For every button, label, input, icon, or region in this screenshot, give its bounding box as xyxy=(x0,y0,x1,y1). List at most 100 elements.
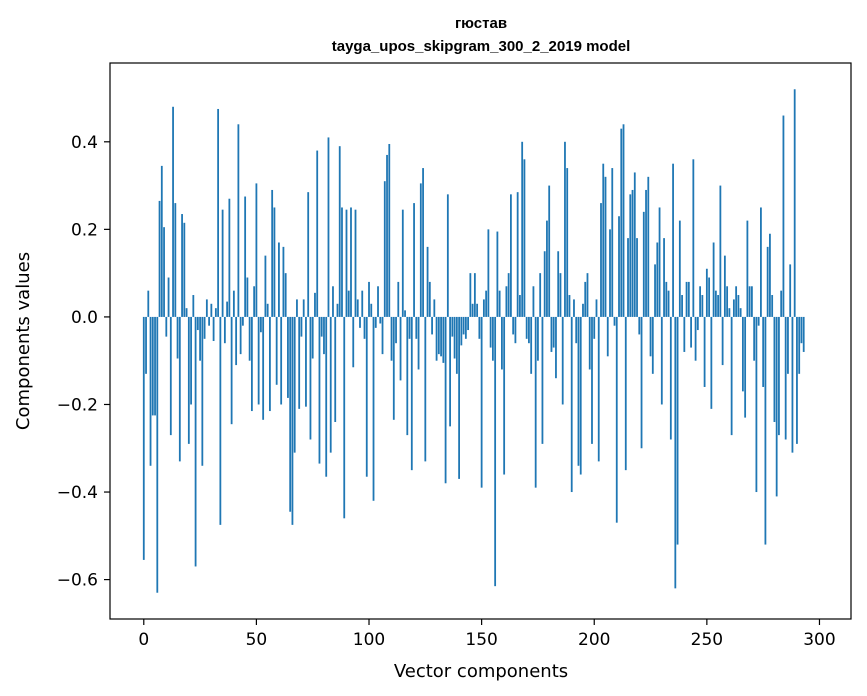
bar-164 xyxy=(512,316,515,335)
bar-223 xyxy=(645,189,647,317)
bar-30 xyxy=(210,303,213,317)
bar-127 xyxy=(428,281,431,317)
bar-40 xyxy=(232,290,235,317)
bar-0 xyxy=(142,316,145,560)
bar-160 xyxy=(503,316,506,475)
bar-254 xyxy=(714,290,717,317)
bar-250 xyxy=(705,268,708,317)
bar-268 xyxy=(746,220,749,317)
bar-100 xyxy=(368,281,370,317)
bar-87 xyxy=(338,146,341,317)
bar-9 xyxy=(163,227,165,317)
bar-207 xyxy=(609,229,611,317)
bar-224 xyxy=(647,176,650,317)
x-tick-label: 250 xyxy=(691,630,723,650)
bar-202 xyxy=(597,316,600,462)
bar-76 xyxy=(314,292,316,317)
bar-210 xyxy=(615,316,618,523)
bar-289 xyxy=(793,89,796,317)
y-tick-label: −0.2 xyxy=(57,395,98,415)
bar-44 xyxy=(241,316,244,326)
bar-86 xyxy=(336,303,339,317)
bar-156 xyxy=(494,316,497,587)
bar-111 xyxy=(392,316,395,420)
bar-258 xyxy=(723,255,726,317)
bar-194 xyxy=(579,316,582,475)
bar-270 xyxy=(751,286,753,317)
bar-124 xyxy=(422,168,424,317)
chart-title-line1: гюстав xyxy=(455,15,507,32)
bar-107 xyxy=(383,181,386,317)
y-tick-label: 0.0 xyxy=(71,308,98,328)
bars-group xyxy=(142,89,805,593)
bar-226 xyxy=(651,316,654,374)
bar-274 xyxy=(760,207,762,317)
bar-261 xyxy=(730,316,733,436)
x-tick-label: 0 xyxy=(138,630,149,650)
bar-34 xyxy=(219,316,222,525)
bar-50 xyxy=(255,183,258,317)
bar-246 xyxy=(696,316,699,331)
bar-248 xyxy=(701,295,704,317)
bar-145 xyxy=(469,273,472,317)
bar-10 xyxy=(165,316,168,337)
bar-119 xyxy=(410,316,413,471)
bar-25 xyxy=(199,316,201,361)
bar-6 xyxy=(156,316,159,593)
bar-104 xyxy=(377,286,379,317)
bar-201 xyxy=(595,299,598,317)
bar-14 xyxy=(174,203,177,317)
y-tick-label: 0.2 xyxy=(71,220,98,240)
bar-157 xyxy=(496,231,499,317)
bar-205 xyxy=(604,176,607,317)
bar-187 xyxy=(564,141,566,317)
bar-77 xyxy=(316,150,319,317)
bar-98 xyxy=(363,316,366,339)
bar-238 xyxy=(678,220,681,317)
bar-137 xyxy=(451,316,454,337)
bar-23 xyxy=(194,316,197,567)
bar-249 xyxy=(703,316,706,387)
bar-220 xyxy=(638,316,641,335)
bar-65 xyxy=(289,316,292,512)
bar-272 xyxy=(755,316,758,493)
bar-57 xyxy=(271,189,274,317)
bar-48 xyxy=(250,316,253,412)
bar-241 xyxy=(685,281,688,317)
bar-15 xyxy=(176,316,179,359)
bar-143 xyxy=(464,316,467,339)
bar-244 xyxy=(692,159,695,317)
bar-108 xyxy=(386,154,388,317)
bar-49 xyxy=(253,286,256,317)
bar-206 xyxy=(606,316,609,357)
bar-2 xyxy=(147,290,150,317)
bar-153 xyxy=(487,229,490,317)
bar-195 xyxy=(582,303,584,317)
bar-259 xyxy=(726,286,729,317)
bar-239 xyxy=(681,295,683,317)
bar-193 xyxy=(577,316,580,466)
bar-267 xyxy=(744,316,747,418)
bar-253 xyxy=(712,242,715,317)
bar-35 xyxy=(221,209,224,317)
bar-91 xyxy=(347,290,350,317)
bar-141 xyxy=(460,316,463,346)
bar-281 xyxy=(775,316,778,497)
bar-275 xyxy=(762,316,765,387)
bar-114 xyxy=(399,316,402,381)
y-tick-label: −0.6 xyxy=(57,571,98,591)
bar-260 xyxy=(728,308,731,317)
bar-236 xyxy=(674,316,677,589)
bar-209 xyxy=(613,316,616,326)
bar-256 xyxy=(719,185,722,317)
bar-243 xyxy=(690,316,692,348)
bar-59 xyxy=(275,316,278,385)
bar-140 xyxy=(458,316,460,479)
bar-227 xyxy=(654,264,656,317)
bar-167 xyxy=(519,295,521,317)
bar-55 xyxy=(266,303,269,317)
x-tick-label: 150 xyxy=(465,630,497,650)
bar-54 xyxy=(264,255,267,317)
bar-42 xyxy=(237,124,240,317)
